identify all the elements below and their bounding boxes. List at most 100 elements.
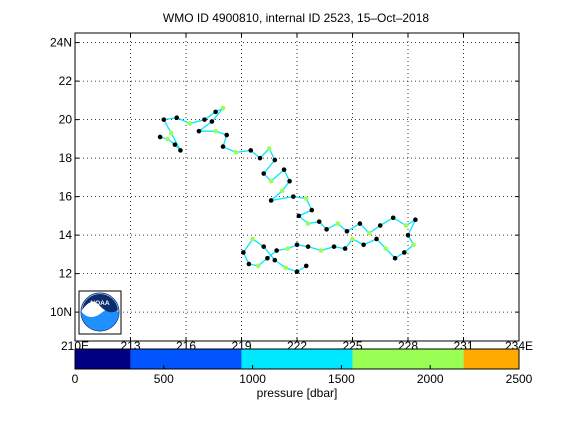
profile-marker — [157, 134, 163, 140]
track-segment — [379, 217, 394, 227]
track-segment — [176, 117, 190, 125]
profile-marker — [172, 142, 178, 147]
profile-marker — [255, 263, 261, 269]
profile-marker — [305, 221, 311, 226]
profile-marker — [377, 223, 383, 228]
y-tick-label: 20 — [59, 113, 73, 127]
profile-marker — [390, 215, 396, 221]
profile-marker — [224, 132, 229, 138]
track-segment — [392, 217, 407, 227]
colorbar-band — [130, 349, 242, 369]
track-segment — [270, 190, 283, 201]
track-segment — [263, 159, 276, 174]
profile-marker — [283, 265, 289, 271]
track-segment — [170, 132, 182, 151]
profile-marker — [413, 217, 418, 223]
chart-grid — [75, 33, 519, 341]
profile-marker — [294, 242, 300, 248]
noaa-logo: NOAA — [78, 290, 122, 335]
track-segment — [346, 223, 361, 232]
profile-marker — [335, 221, 341, 226]
profile-marker — [233, 150, 239, 155]
profile-marker — [202, 117, 207, 122]
y-tick-label: 18 — [59, 151, 73, 165]
colorbar-frame — [74, 348, 520, 370]
profile-marker — [209, 119, 215, 124]
pressure-colorbar — [74, 348, 520, 370]
profile-marker — [268, 178, 274, 184]
profile-marker — [178, 148, 183, 153]
profile-marker — [272, 257, 278, 263]
profile-marker — [272, 157, 278, 163]
colorbar-tick-label: 0 — [72, 372, 79, 386]
colorbar-band — [75, 349, 131, 369]
colorbar-tick-label: 1500 — [328, 372, 355, 386]
y-tick-label: 14 — [59, 228, 73, 242]
profile-marker — [248, 148, 254, 153]
profile-marker — [265, 255, 270, 261]
colorbar-band — [463, 349, 519, 369]
track-segment — [263, 246, 276, 261]
profile-marker — [196, 128, 202, 134]
profile-marker — [318, 248, 324, 253]
profile-marker — [296, 213, 302, 219]
profile-marker — [274, 248, 279, 253]
profile-marker — [165, 136, 170, 142]
profile-marker — [303, 263, 309, 269]
profile-marker — [250, 236, 255, 242]
track-segment — [270, 169, 285, 182]
colorbar-tick-label: 500 — [154, 372, 174, 386]
track-segment — [198, 121, 213, 132]
profile-marker — [294, 269, 300, 275]
track-segment — [235, 149, 251, 153]
profile-marker — [261, 171, 267, 176]
profile-markers — [157, 105, 418, 275]
profile-marker — [220, 105, 226, 111]
profile-marker — [220, 144, 226, 149]
profile-marker — [213, 128, 218, 134]
profile-marker — [279, 188, 285, 194]
colorbar-tick-label: 1000 — [239, 372, 266, 386]
y-tick-label: 10N — [50, 305, 72, 319]
y-tick-label: 16 — [59, 190, 73, 204]
profile-marker — [316, 219, 322, 224]
profile-marker — [309, 207, 315, 213]
profile-marker — [268, 198, 274, 203]
colorbar-band — [352, 349, 464, 369]
profile-marker — [281, 167, 287, 172]
profile-marker — [291, 194, 296, 199]
profile-marker — [257, 155, 263, 161]
profile-marker — [324, 227, 329, 232]
profile-marker — [174, 115, 180, 120]
track-segment — [298, 209, 313, 217]
profile-marker — [411, 242, 416, 248]
profile-marker — [403, 223, 409, 228]
profile-marker — [366, 230, 372, 236]
y-tick-label: 12 — [59, 267, 73, 281]
profile-marker — [187, 121, 192, 126]
profile-marker — [331, 244, 337, 249]
colorbar-band — [241, 349, 353, 369]
profile-marker — [213, 109, 218, 115]
chart-title: WMO ID 4900810, internal ID 2523, 15–Oct… — [163, 11, 429, 25]
profile-marker — [285, 246, 291, 251]
profile-marker — [303, 196, 309, 201]
profile-marker — [246, 261, 252, 267]
track-segment — [407, 219, 416, 236]
profile-marker — [168, 130, 174, 136]
track-segment — [270, 195, 294, 202]
y-tick-label: 22 — [59, 74, 73, 88]
profile-marker — [342, 246, 348, 251]
profile-marker — [287, 178, 292, 184]
profile-marker — [402, 250, 407, 255]
profile-marker — [357, 221, 363, 226]
colorbar-tick-label: 2500 — [506, 372, 533, 386]
profile-marker — [392, 255, 398, 261]
profile-marker — [361, 242, 366, 248]
profile-marker — [241, 250, 246, 255]
track-segment — [363, 238, 377, 246]
profile-marker — [161, 117, 167, 122]
logo-text: NOAA — [90, 300, 109, 307]
track-segment — [163, 119, 172, 134]
